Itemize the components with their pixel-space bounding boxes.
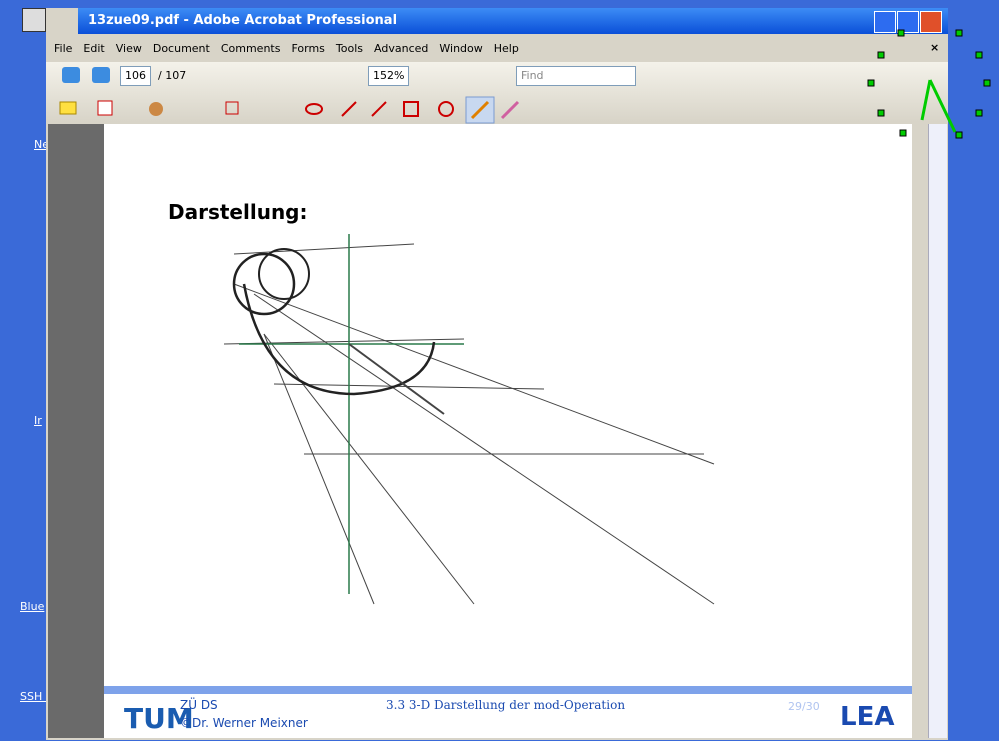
menu-item[interactable]: Document (153, 42, 210, 55)
annotation-tools (46, 96, 606, 124)
window: 13zue09.pdf - Adobe Acrobat Professional… (46, 8, 948, 740)
selection-handles (860, 20, 999, 150)
menu-item[interactable]: File (54, 42, 72, 55)
page-total: / 107 (158, 69, 186, 82)
slide-heading: Darstellung: (168, 200, 308, 224)
page-input[interactable]: 106 (120, 66, 151, 86)
lea-logo: LEA (840, 702, 894, 732)
footer-author: ©Dr. Werner Meixner (180, 716, 308, 730)
desktop-label[interactable]: Ir (34, 414, 42, 427)
menu-item[interactable]: Edit (83, 42, 104, 55)
desktop-label[interactable]: Blue (20, 600, 44, 613)
sketch (164, 224, 724, 614)
title-bar: 13zue09.pdf - Adobe Acrobat Professional (78, 8, 948, 34)
footer-page: 29/30 (788, 700, 820, 713)
menu-item[interactable]: Comments (221, 42, 281, 55)
gutter (912, 124, 928, 738)
icon[interactable] (22, 8, 46, 32)
next[interactable] (92, 67, 110, 83)
zoom[interactable]: 152% (368, 66, 409, 86)
window-title: 13zue09.pdf - Adobe Acrobat Professional (88, 13, 397, 28)
menu-item[interactable]: Forms (291, 42, 324, 55)
find[interactable]: Find (516, 66, 636, 86)
footer-band (104, 686, 912, 694)
scrollbar[interactable] (928, 124, 947, 738)
menu-bar: File Edit View Document Comments Forms Tools Ad… (54, 42, 530, 55)
footer-course: ZÜ DS (180, 698, 218, 712)
menu-item[interactable]: Help (494, 42, 519, 55)
menu-item[interactable]: Tools (336, 42, 363, 55)
page: Darstellung: TUM ZÜ DS ©Dr. Werner Meixn… (104, 124, 912, 738)
menu-item[interactable]: View (116, 42, 142, 55)
menu-item[interactable]: Window (439, 42, 482, 55)
prev[interactable] (62, 67, 80, 83)
screen: Ne Ir Blue SSH : 13zue09.pdf - Adobe Acr… (0, 0, 999, 741)
nav-pane (48, 124, 104, 738)
menu-item[interactable]: Advanced (374, 42, 428, 55)
footer-section: 3.3 3-D Darstellung der mod-Operation (386, 698, 625, 712)
